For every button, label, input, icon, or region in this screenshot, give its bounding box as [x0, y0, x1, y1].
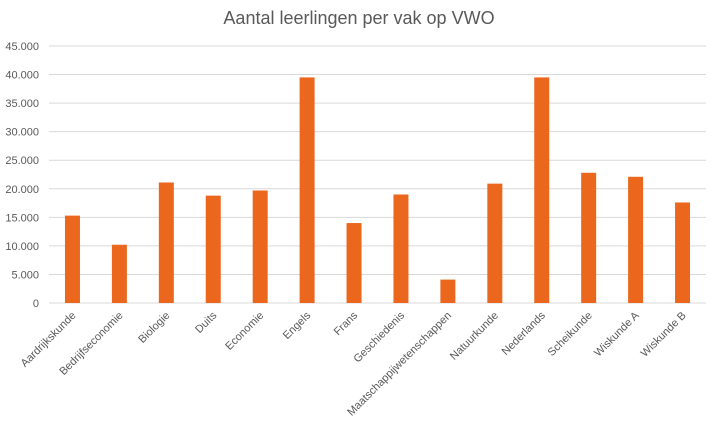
bar-bedrijfseconomie — [111, 244, 127, 303]
y-tick-label: 35.000 — [5, 98, 39, 110]
y-tick-label: 20.000 — [5, 184, 39, 196]
x-tick-label: Frans — [332, 309, 361, 338]
bar-natuurkunde — [487, 183, 503, 303]
bar-duits — [205, 195, 221, 303]
bar-frans — [346, 223, 362, 303]
x-tick-label: Wiskunde B — [639, 310, 689, 360]
x-tick-label: Nederlands — [500, 309, 549, 358]
bar-scheikunde — [581, 172, 597, 303]
bar-economie — [252, 190, 268, 303]
x-tick-label: Natuurkunde — [448, 310, 501, 363]
y-tick-label: 5.000 — [11, 269, 39, 281]
x-tick-label: Scheikunde — [546, 310, 595, 359]
y-tick-label: 15.000 — [5, 212, 39, 224]
x-tick-label: Wiskunde A — [592, 309, 642, 359]
y-tick-label: 40.000 — [5, 70, 39, 82]
y-tick-label: 25.000 — [5, 155, 39, 167]
bar-aardrijkskunde — [64, 215, 80, 303]
x-tick-label: Duits — [193, 309, 220, 336]
y-tick-label: 10.000 — [5, 241, 39, 253]
x-tick-label: Maatschappijwetenschappen — [345, 310, 454, 419]
bar-geschiedenis — [393, 194, 409, 303]
x-tick-label: Engels — [281, 309, 314, 342]
x-tick-label: Economie — [223, 310, 266, 353]
bar-maatschappijwetenschappen — [440, 279, 456, 303]
chart-title: Aantal leerlingen per vak op VWO — [223, 8, 495, 28]
y-tick-label: 45.000 — [5, 41, 39, 53]
bar-engels — [299, 77, 315, 304]
bar-wiskunde-a — [628, 176, 644, 303]
y-tick-label: 30.000 — [5, 127, 39, 139]
bar-wiskunde-b — [675, 202, 691, 303]
x-tick-label: Biologie — [136, 310, 172, 346]
bar-biologie — [158, 182, 174, 303]
bar-nederlands — [534, 77, 550, 304]
y-tick-label: 0 — [33, 298, 39, 310]
